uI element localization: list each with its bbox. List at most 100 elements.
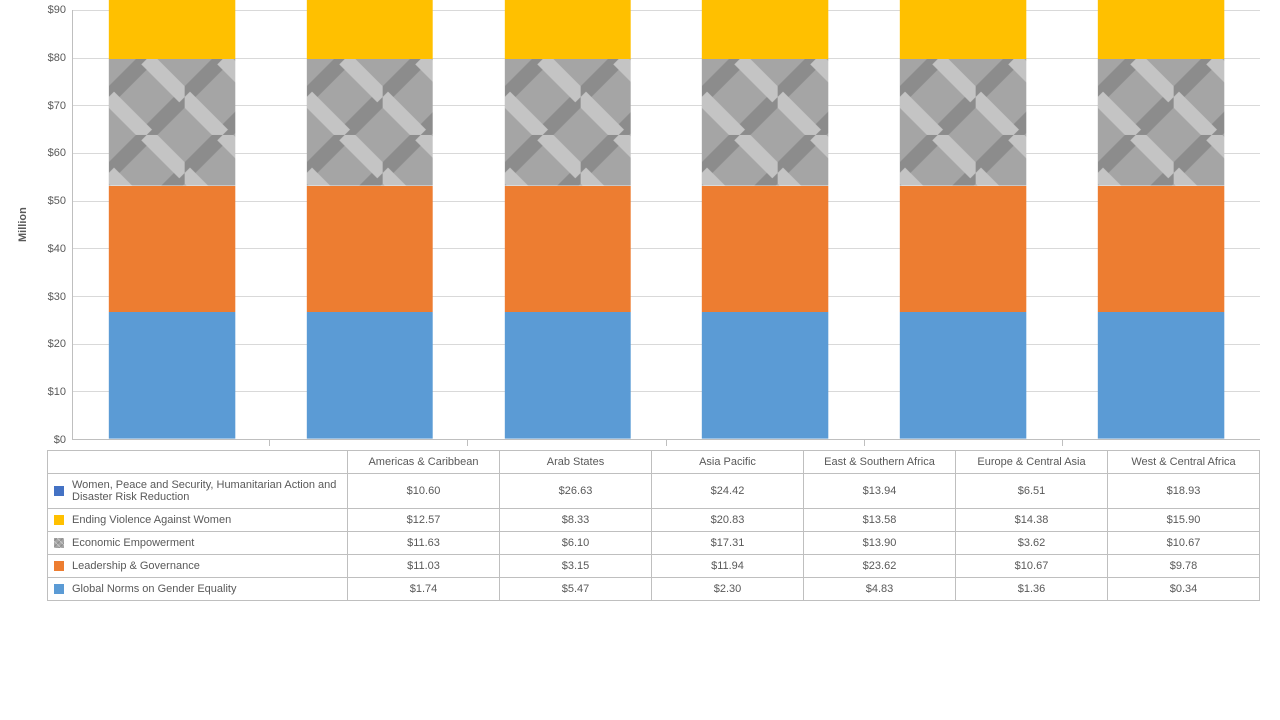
y-axis-tick: $20 — [48, 338, 66, 350]
table-value-cell: $5.47 — [500, 578, 652, 601]
y-axis-tick: $30 — [48, 291, 66, 303]
y-axis-tick: $90 — [48, 4, 66, 16]
table-value-cell: $14.38 — [956, 509, 1108, 532]
y-axis-tick: $70 — [48, 100, 66, 112]
chart-container: Million $0$10$20$30$40$50$60$70$80$90 Am… — [0, 0, 1280, 720]
x-axis-ticks — [72, 440, 1260, 446]
table-value-cell: $10.67 — [956, 555, 1108, 578]
table-category-cell: East & Southern Africa — [804, 451, 956, 474]
bar-segment-economic — [900, 59, 1027, 186]
bar-segment-leadership — [306, 186, 433, 313]
table-value-cell: $12.57 — [348, 509, 500, 532]
table-value-cell: $3.15 — [500, 555, 652, 578]
table-value-cell: $9.78 — [1108, 555, 1260, 578]
table-value-cell: $13.58 — [804, 509, 956, 532]
bar-segment-evaw — [900, 0, 1027, 59]
table-value-cell: $11.03 — [348, 555, 500, 578]
table-value-cell: $11.63 — [348, 532, 500, 555]
legend-swatch-icon — [54, 515, 64, 525]
bar-segment-evaw — [109, 0, 236, 59]
table-value-cell: $13.94 — [804, 474, 956, 509]
table-value-cell: $10.60 — [348, 474, 500, 509]
legend-label: Leadership & Governance — [48, 555, 348, 578]
legend-label: Ending Violence Against Women — [48, 509, 348, 532]
legend-text: Leadership & Governance — [72, 560, 200, 572]
bar-segment-evaw — [702, 0, 829, 59]
bar-stack — [1098, 0, 1225, 439]
table-value-cell: $20.83 — [652, 509, 804, 532]
legend-label: Women, Peace and Security, Humanitarian … — [48, 474, 348, 509]
plot — [72, 10, 1260, 440]
table-category-cell: West & Central Africa — [1108, 451, 1260, 474]
bar-segment-global_norms — [306, 312, 433, 439]
legend-text: Global Norms on Gender Equality — [72, 583, 236, 595]
bar-segment-leadership — [504, 186, 631, 313]
legend-swatch-icon — [54, 584, 64, 594]
legend-swatch-icon — [54, 538, 64, 548]
table-value-cell: $0.34 — [1108, 578, 1260, 601]
bar-segment-global_norms — [109, 312, 236, 439]
bar-segment-leadership — [900, 186, 1027, 313]
table-value-cell: $23.62 — [804, 555, 956, 578]
bar-segment-economic — [1098, 59, 1225, 186]
bar-column — [864, 10, 1062, 439]
table-value-cell: $6.10 — [500, 532, 652, 555]
bar-segment-economic — [504, 59, 631, 186]
table-row: Leadership & Governance $11.03$3.15$11.94… — [48, 555, 1260, 578]
table-category-cell: Asia Pacific — [652, 451, 804, 474]
table-value-cell: $17.31 — [652, 532, 804, 555]
bar-segment-leadership — [702, 186, 829, 313]
bar-segment-economic — [109, 59, 236, 186]
table-value-cell: $3.62 — [956, 532, 1108, 555]
bar-segment-evaw — [504, 0, 631, 59]
table-corner-cell — [48, 451, 348, 474]
bar-column — [73, 10, 271, 439]
bar-segment-economic — [702, 59, 829, 186]
bar-column — [469, 10, 667, 439]
legend-swatch-icon — [54, 486, 64, 496]
table-value-cell: $2.30 — [652, 578, 804, 601]
table-value-cell: $26.63 — [500, 474, 652, 509]
bar-segment-evaw — [1098, 0, 1225, 59]
bar-segment-leadership — [1098, 186, 1225, 313]
y-axis: $0$10$20$30$40$50$60$70$80$90 — [32, 10, 72, 440]
table-category-cell: Americas & Caribbean — [348, 451, 500, 474]
y-axis-tick: $80 — [48, 52, 66, 64]
legend-text: Ending Violence Against Women — [72, 514, 231, 526]
y-axis-tick: $50 — [48, 195, 66, 207]
table-value-cell: $1.74 — [348, 578, 500, 601]
table-value-cell: $18.93 — [1108, 474, 1260, 509]
table-value-cell: $4.83 — [804, 578, 956, 601]
y-axis-label: Million — [10, 10, 32, 440]
legend-label: Global Norms on Gender Equality — [48, 578, 348, 601]
bar-column — [1062, 10, 1260, 439]
table-row: Ending Violence Against Women$12.57$8.33… — [48, 509, 1260, 532]
table-row: Economic Empowerment$11.63$6.10$17.31$13… — [48, 532, 1260, 555]
legend-label: Economic Empowerment — [48, 532, 348, 555]
bar-stack — [900, 0, 1027, 439]
bar-segment-global_norms — [900, 312, 1027, 439]
legend-text: Women, Peace and Security, Humanitarian … — [72, 479, 336, 503]
bars — [73, 10, 1260, 439]
bar-segment-global_norms — [1098, 312, 1225, 439]
table-value-cell: $24.42 — [652, 474, 804, 509]
table-value-cell: $6.51 — [956, 474, 1108, 509]
y-axis-tick: $40 — [48, 243, 66, 255]
table-row: Women, Peace and Security, Humanitarian … — [48, 474, 1260, 509]
y-axis-tick: $0 — [54, 434, 66, 446]
table-value-cell: $10.67 — [1108, 532, 1260, 555]
table-header-row: Americas & CaribbeanArab StatesAsia Paci… — [48, 451, 1260, 474]
table-value-cell: $11.94 — [652, 555, 804, 578]
data-table: Americas & CaribbeanArab StatesAsia Paci… — [47, 450, 1260, 601]
table-row: Global Norms on Gender Equality $1.74$5.4… — [48, 578, 1260, 601]
legend-swatch-icon — [54, 561, 64, 571]
bar-segment-global_norms — [504, 312, 631, 439]
table-category-cell: Europe & Central Asia — [956, 451, 1108, 474]
bar-segment-evaw — [306, 0, 433, 59]
bar-stack — [504, 0, 631, 439]
table-value-cell: $13.90 — [804, 532, 956, 555]
bar-segment-global_norms — [702, 312, 829, 439]
bar-stack — [702, 0, 829, 439]
y-axis-tick: $60 — [48, 147, 66, 159]
bar-segment-leadership — [109, 186, 236, 313]
